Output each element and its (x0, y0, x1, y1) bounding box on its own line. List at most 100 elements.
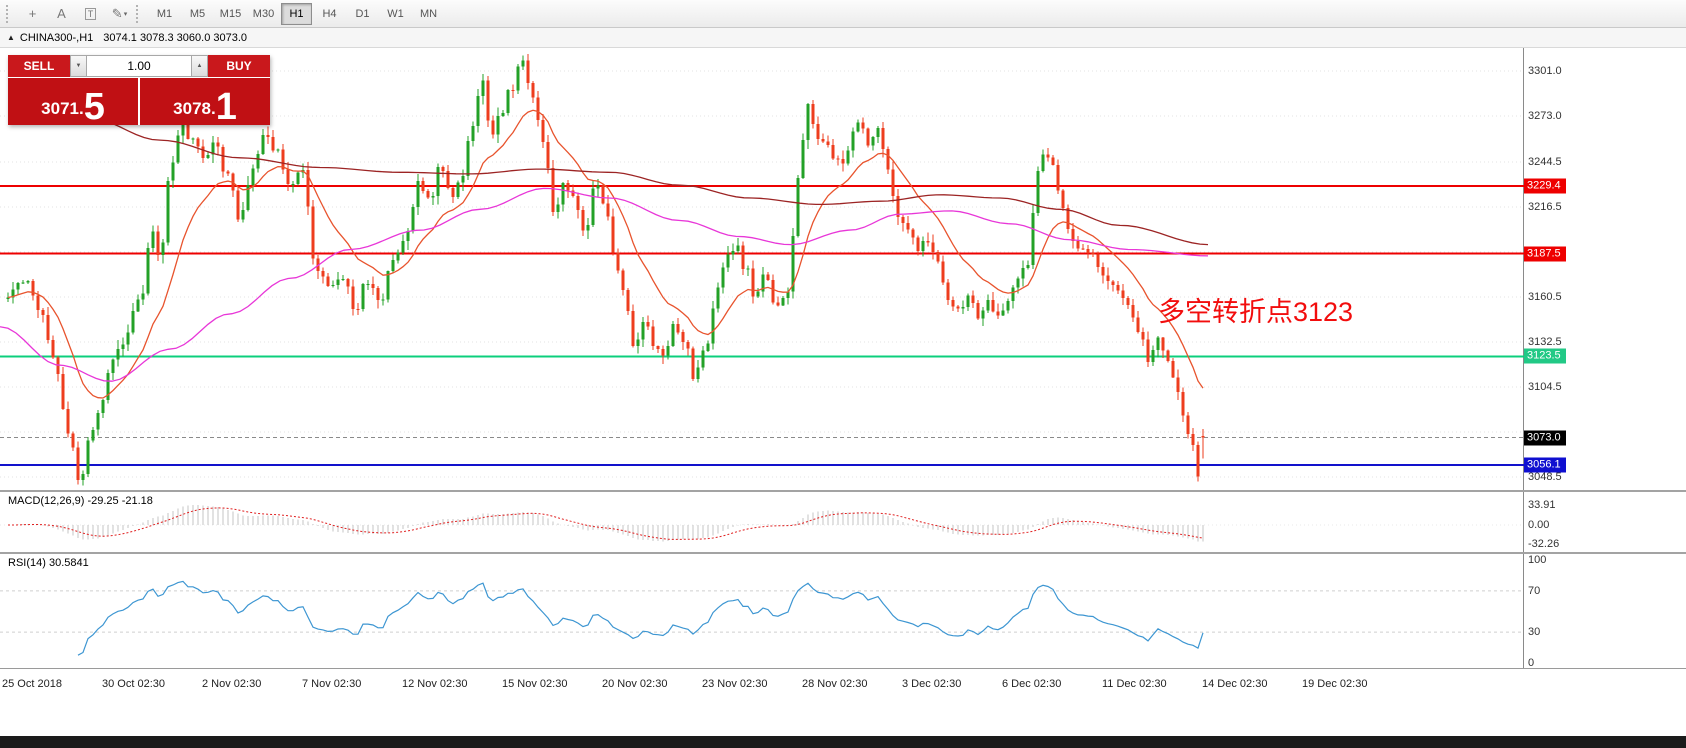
volume-input[interactable] (87, 55, 191, 77)
rsi-plot: RSI(14) 30.5841 (0, 554, 1524, 668)
time-axis-label: 14 Dec 02:30 (1202, 678, 1268, 690)
top-toolbar: + A T ✎ ▾ M1 M5 M15 M30 H1 H4 D1 W1 MN (0, 0, 1686, 28)
volume-up-button[interactable]: ▲ (191, 55, 208, 77)
macd-panel: MACD(12,26,9) -29.25 -21.18 33.91 0.00 -32… (0, 490, 1686, 552)
candles-layer (6, 54, 1205, 486)
chevron-up-icon: ▲ (196, 63, 203, 69)
time-axis-label: 28 Nov 02:30 (802, 678, 868, 690)
timeframe-button-h1[interactable]: H1 (281, 2, 312, 25)
time-axis-label: 12 Nov 02:30 (402, 678, 468, 690)
text-annotation-tool-button[interactable]: A (48, 3, 75, 25)
resistance-upper-tag: 3229.4 (1524, 178, 1566, 194)
sell-price-main: 3071. (41, 99, 84, 118)
price-tick: 3104.5 (1528, 381, 1562, 393)
time-axis-label: 30 Oct 02:30 (102, 678, 165, 690)
main-chart-canvas[interactable] (0, 48, 1524, 490)
price-tick: 3273.0 (1528, 110, 1562, 122)
rsi-panel: RSI(14) 30.5841 100 70 30 0 (0, 552, 1686, 669)
timeframe-button-m15[interactable]: M15 (215, 3, 246, 25)
time-axis-label: 3 Dec 02:30 (902, 678, 962, 690)
time-axis-label: 23 Nov 02:30 (702, 678, 768, 690)
crosshair-tool-button[interactable]: + (19, 3, 46, 25)
price-axis: 3301.0 3273.0 3244.5 3216.5 3160.5 3132.5 3104… (1524, 48, 1685, 490)
text-annotation-tool-icon: A (57, 6, 66, 21)
bottom-status-strip (0, 736, 1686, 748)
time-axis-label: 2 Nov 02:30 (202, 678, 262, 690)
chart-main-area: SELL ▼ ▲ BUY 3071. 5 3078. 1 (0, 48, 1686, 490)
time-axis: 25 Oct 2018 30 Oct 02:30 2 Nov 02:30 7 Nov … (0, 668, 1686, 736)
horizontal-lines-layer (0, 185, 1524, 466)
time-axis-label: 11 Dec 02:30 (1102, 678, 1167, 690)
macd-signal-line (8, 507, 1204, 540)
line-studies-toolbar: + A T ✎ ▾ (19, 3, 133, 25)
macd-plot: MACD(12,26,9) -29.25 -21.18 (0, 492, 1524, 552)
chart-annotation-text: 多空转折点3123 (1158, 297, 1354, 327)
timeframe-button-m5[interactable]: M5 (182, 3, 213, 25)
sell-button[interactable]: SELL (8, 55, 70, 77)
draw-arrows-tool-button[interactable]: ✎ ▾ (106, 3, 133, 25)
sell-price-display[interactable]: 3071. 5 (8, 78, 138, 128)
rsi-line (77, 580, 1204, 656)
chart-title-bar: ▲ CHINA300-,H1 3074.1 3078.3 3060.0 3073… (0, 28, 1686, 48)
timeframe-button-mn[interactable]: MN (413, 3, 444, 25)
draw-arrows-tool-icon: ✎ (111, 5, 123, 21)
time-axis-label: 20 Nov 02:30 (602, 678, 668, 690)
toolbar-grip-2[interactable] (136, 4, 143, 23)
macd-axis-label: 33.91 (1528, 499, 1556, 511)
price-tick: 3216.5 (1528, 200, 1562, 213)
macd-axis-label: 0.00 (1528, 519, 1550, 531)
text-label-tool-button[interactable]: T (77, 3, 104, 25)
timeframe-button-m1[interactable]: M1 (149, 3, 180, 25)
timeframe-toolbar: M1 M5 M15 M30 H1 H4 D1 W1 MN (149, 2, 444, 25)
ma-fast-line (7, 109, 1204, 399)
rsi-axis: 100 70 30 0 (1524, 554, 1685, 669)
price-tick: 3132.5 (1528, 335, 1562, 348)
macd-axis: 33.91 0.00 -32.26 (1524, 492, 1685, 552)
chart-ohlc-values: 3074.1 3078.3 3060.0 3073.0 (103, 31, 248, 44)
rsi-axis-label: 30 (1528, 626, 1541, 639)
timeframe-button-w1[interactable]: W1 (380, 3, 411, 25)
time-axis-label: 19 Dec 02:30 (1302, 678, 1368, 690)
grid-layer (0, 70, 1524, 478)
price-plot[interactable]: SELL ▼ ▲ BUY 3071. 5 3078. 1 (0, 48, 1524, 490)
rsi-canvas (0, 580, 1524, 656)
macd-label: MACD(12,26,9) -29.25 -21.18 (8, 495, 153, 507)
toolbar-grip[interactable] (6, 4, 13, 23)
price-tick: 3160.5 (1528, 290, 1562, 303)
macd-axis-label: -32.26 (1528, 538, 1560, 550)
volume-down-button[interactable]: ▼ (70, 55, 87, 77)
one-click-trading-panel: SELL ▼ ▲ BUY 3071. 5 3078. 1 (8, 55, 270, 128)
time-axis-label: 6 Dec 02:30 (1002, 678, 1062, 690)
timeframe-button-d1[interactable]: D1 (347, 3, 378, 25)
support-green-tag: 3123.5 (1524, 348, 1566, 364)
buy-price-main: 3078. (173, 99, 216, 118)
chart-symbol: CHINA300-,H1 (19, 31, 94, 44)
time-axis-label: 7 Nov 02:30 (302, 678, 362, 690)
support-blue-tag: 3056.1 (1524, 457, 1566, 473)
ma-mid-line (0, 187, 1209, 382)
time-axis-label: 25 Oct 2018 (2, 678, 62, 690)
price-tick: 3048.5 (1528, 471, 1562, 483)
resistance-lower-tag: 3187.5 (1524, 246, 1566, 261)
buy-button[interactable]: BUY (208, 55, 270, 77)
rsi-label: RSI(14) 30.5841 (8, 557, 89, 569)
timeframe-button-h4[interactable]: H4 (314, 3, 345, 25)
text-label-tool-icon: T (84, 7, 97, 20)
crosshair-tool-icon: + (28, 6, 37, 21)
timeframe-button-m30[interactable]: M30 (248, 3, 279, 25)
rsi-axis-label: 70 (1528, 584, 1541, 597)
buy-price-big-digit: 1 (215, 85, 237, 128)
time-axis-label: 15 Nov 02:30 (502, 678, 568, 690)
trade-panel-controls: SELL ▼ ▲ BUY (8, 55, 270, 77)
collapse-arrow-icon[interactable]: ▲ (7, 33, 15, 42)
macd-canvas (0, 505, 1524, 542)
price-tick: 3244.5 (1528, 155, 1562, 168)
price-tick: 3301.0 (1528, 65, 1562, 77)
sell-price-big-digit: 5 (83, 85, 105, 128)
chevron-down-icon: ▼ (75, 63, 82, 69)
buy-price-display[interactable]: 3078. 1 (140, 78, 270, 128)
rsi-axis-label: 0 (1528, 657, 1535, 669)
rsi-axis-label: 100 (1528, 554, 1547, 566)
current-price-tag: 3073.0 (1524, 430, 1566, 446)
